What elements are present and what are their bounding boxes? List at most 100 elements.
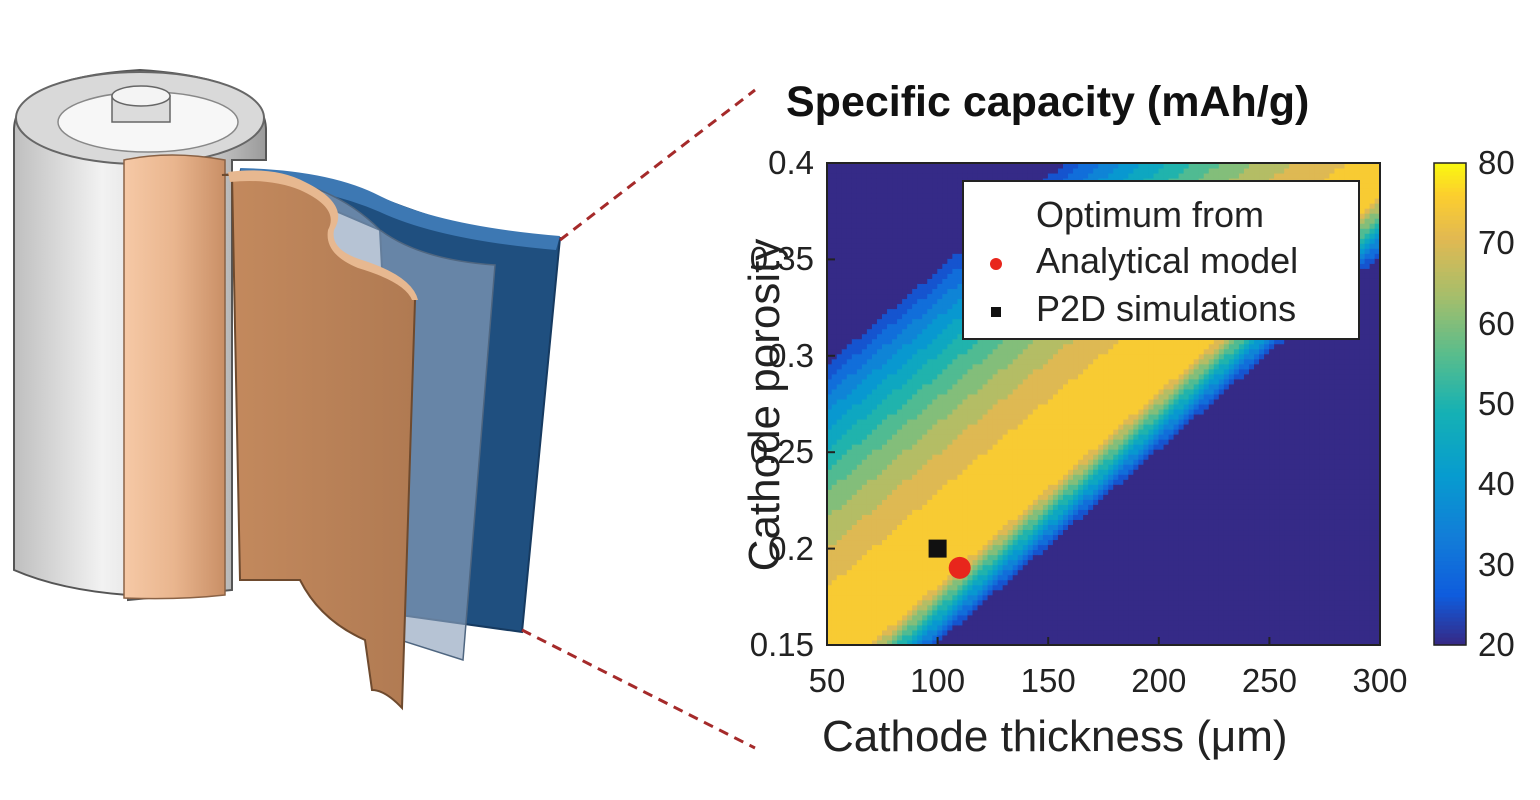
heatmap-cell	[876, 258, 883, 264]
heatmap-cell	[827, 609, 833, 616]
heatmap-cell	[1037, 383, 1044, 390]
heatmap-cell	[882, 539, 888, 546]
heatmap-cell	[897, 473, 903, 480]
heatmap-cell	[866, 197, 873, 204]
heatmap-cell	[1052, 494, 1059, 500]
heatmap-cell	[1057, 489, 1064, 495]
heatmap-cell	[1052, 479, 1059, 485]
heatmap-cell	[947, 438, 954, 445]
heatmap-cell	[882, 192, 888, 199]
heatmap-cell	[932, 453, 939, 460]
heatmap-cell	[922, 529, 929, 536]
heatmap-cell	[856, 373, 863, 380]
heatmap-cell	[1037, 614, 1044, 621]
heatmap-cell	[1002, 408, 1009, 415]
heatmap-cell	[1002, 368, 1009, 375]
heatmap-cell	[952, 589, 959, 596]
heatmap-cell	[827, 604, 833, 611]
heatmap-cell	[972, 554, 979, 561]
heatmap-cell	[912, 373, 918, 380]
heatmap-cell	[841, 373, 848, 380]
heatmap-cell	[1068, 393, 1074, 400]
heatmap-cell	[1047, 504, 1054, 510]
heatmap-cell	[902, 514, 908, 520]
heatmap-cell	[1007, 604, 1014, 611]
heatmap-cell	[972, 609, 979, 616]
heatmap-cell	[861, 473, 868, 480]
heatmap-cell	[972, 484, 979, 490]
heatmap-cell	[892, 288, 898, 295]
heatmap-cell	[1032, 614, 1039, 621]
heatmap-cell	[1078, 448, 1084, 455]
heatmap-cell	[1068, 348, 1074, 355]
heatmap-cell	[1047, 484, 1054, 490]
heatmap-cell	[1057, 639, 1064, 645]
heatmap-cell	[982, 167, 989, 174]
heatmap-cell	[1017, 348, 1024, 355]
heatmap-cell	[841, 383, 848, 390]
heatmap-cell	[1037, 458, 1044, 465]
heatmap-cell	[827, 263, 833, 269]
heatmap-cell	[861, 443, 868, 450]
heatmap-cell	[962, 438, 969, 445]
heatmap-cell	[882, 298, 888, 305]
heatmap-cell	[866, 388, 873, 395]
heatmap-cell	[831, 479, 838, 485]
heatmap-cell	[861, 383, 868, 390]
heatmap-cell	[907, 549, 913, 556]
heatmap-cell	[957, 388, 964, 395]
heatmap-cell	[846, 579, 853, 586]
heatmap-cell	[1032, 624, 1039, 631]
heatmap-cell	[1012, 494, 1019, 500]
heatmap-cell	[997, 494, 1004, 500]
heatmap-cell	[997, 473, 1004, 480]
heatmap-cell	[897, 227, 903, 234]
heatmap-cell	[952, 473, 959, 480]
heatmap-cell	[922, 554, 929, 561]
heatmap-cell	[846, 614, 853, 621]
heatmap-cell	[972, 393, 979, 400]
heatmap-cell	[827, 163, 833, 169]
heatmap-cell	[851, 559, 858, 566]
heatmap-cell	[947, 378, 954, 385]
heatmap-cell	[977, 554, 984, 561]
heatmap-cell	[932, 192, 939, 199]
heatmap-cell	[1057, 629, 1064, 636]
heatmap-cell	[1027, 393, 1034, 400]
heatmap-cell	[876, 463, 883, 470]
heatmap-cell	[1083, 499, 1089, 505]
heatmap-cell	[827, 599, 833, 606]
heatmap-cell	[987, 443, 994, 450]
heatmap-cell	[861, 609, 868, 616]
heatmap-cell	[987, 398, 994, 405]
heatmap-cell	[942, 187, 949, 194]
heatmap-cell	[851, 313, 858, 320]
heatmap-cell	[851, 499, 858, 505]
heatmap-cell	[932, 232, 939, 239]
heatmap-cell	[1022, 549, 1029, 556]
heatmap-cell	[1078, 443, 1084, 450]
heatmap-cell	[861, 298, 868, 305]
heatmap-cell	[866, 243, 873, 249]
heatmap-cell	[1062, 504, 1069, 510]
heatmap-cell	[856, 504, 863, 510]
heatmap-cell	[1037, 494, 1044, 500]
heatmap-cell	[902, 227, 908, 234]
heatmap-cell	[947, 479, 954, 485]
heatmap-cell	[912, 232, 918, 239]
heatmap-cell	[892, 243, 898, 249]
heatmap-cell	[882, 283, 888, 290]
heatmap-cell	[947, 433, 954, 440]
heatmap-cell	[861, 373, 868, 380]
heatmap-cell	[887, 212, 893, 219]
heatmap-cell	[917, 288, 924, 295]
heatmap-cell	[942, 177, 949, 184]
heatmap-cell	[922, 634, 929, 641]
heatmap-cell	[952, 202, 959, 209]
heatmap-cell	[927, 293, 934, 300]
heatmap-cell	[1032, 559, 1039, 566]
heatmap-cell	[917, 619, 924, 626]
heatmap-cell	[841, 348, 848, 355]
heatmap-cell	[887, 358, 893, 365]
heatmap-cell	[831, 579, 838, 586]
